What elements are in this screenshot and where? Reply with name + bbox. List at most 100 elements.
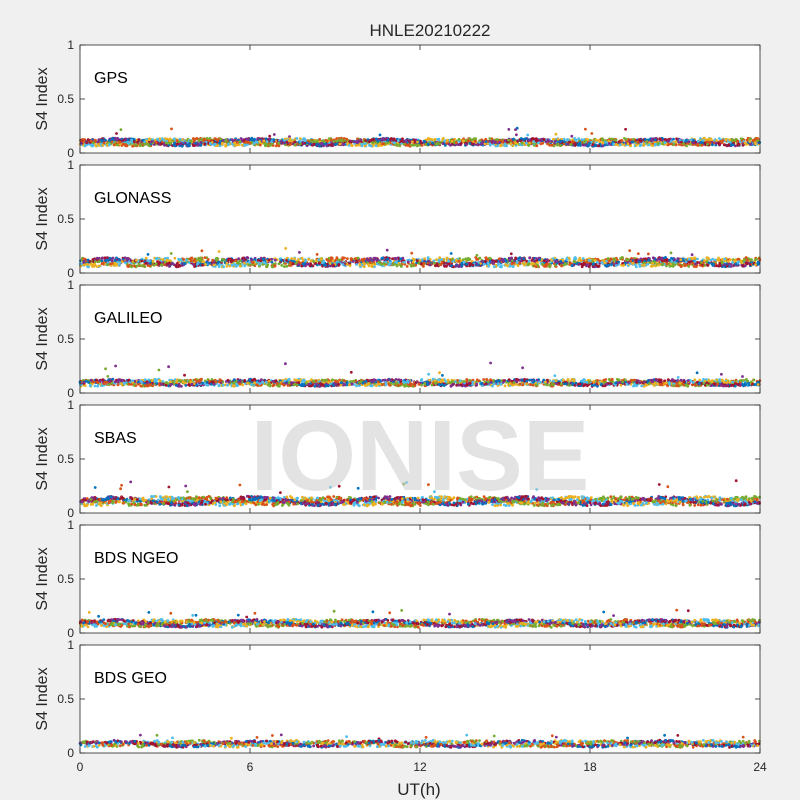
data-point bbox=[690, 253, 694, 257]
data-point bbox=[155, 256, 159, 260]
data-point bbox=[457, 137, 461, 141]
data-point bbox=[696, 139, 700, 143]
data-point bbox=[237, 257, 241, 260]
data-point bbox=[332, 264, 335, 267]
data-point bbox=[264, 137, 268, 141]
data-point bbox=[542, 138, 546, 142]
data-point bbox=[179, 258, 183, 261]
data-point bbox=[502, 260, 505, 263]
data-point bbox=[131, 144, 135, 148]
data-point bbox=[280, 259, 283, 262]
data-point bbox=[647, 143, 651, 147]
data-point bbox=[214, 137, 217, 141]
data-point bbox=[628, 144, 632, 148]
data-point bbox=[159, 143, 163, 146]
data-point bbox=[322, 263, 326, 267]
data-point bbox=[450, 264, 453, 268]
data-point bbox=[724, 138, 728, 142]
data-point bbox=[314, 259, 318, 263]
data-point bbox=[750, 258, 753, 262]
data-point bbox=[714, 141, 718, 145]
data-point bbox=[457, 259, 461, 263]
data-point bbox=[471, 263, 475, 267]
data-point bbox=[126, 258, 129, 262]
data-point bbox=[199, 256, 203, 260]
data-point bbox=[205, 137, 209, 140]
data-point bbox=[178, 142, 182, 146]
data-point bbox=[248, 141, 252, 145]
data-point bbox=[112, 143, 116, 147]
data-point bbox=[580, 265, 584, 269]
data-point bbox=[404, 139, 407, 143]
data-point bbox=[120, 260, 124, 263]
data-point bbox=[593, 258, 597, 262]
data-point bbox=[380, 262, 383, 266]
data-point bbox=[500, 265, 503, 269]
data-point bbox=[519, 137, 523, 140]
data-point bbox=[691, 261, 695, 265]
data-point bbox=[594, 263, 598, 266]
data-point bbox=[141, 138, 145, 142]
data-point bbox=[713, 258, 717, 262]
x-axis-label: UT(h) bbox=[397, 780, 440, 799]
data-point bbox=[168, 139, 172, 143]
data-point bbox=[651, 256, 655, 260]
data-point bbox=[688, 258, 691, 261]
data-point bbox=[360, 142, 363, 146]
data-point bbox=[305, 262, 309, 266]
data-point bbox=[173, 256, 177, 260]
data-point bbox=[525, 141, 528, 145]
data-point bbox=[570, 134, 574, 138]
data-point bbox=[423, 140, 427, 144]
data-point bbox=[749, 263, 752, 266]
data-point bbox=[636, 140, 640, 144]
data-point bbox=[385, 248, 389, 252]
data-point bbox=[559, 140, 562, 144]
data-point bbox=[530, 137, 534, 141]
data-point bbox=[682, 259, 686, 263]
data-point bbox=[320, 141, 324, 145]
data-point bbox=[389, 260, 393, 264]
data-point bbox=[739, 137, 743, 141]
data-point bbox=[108, 256, 112, 260]
data-point bbox=[612, 258, 616, 262]
data-point bbox=[219, 137, 223, 141]
data-point bbox=[631, 262, 635, 265]
data-point bbox=[601, 141, 605, 145]
data-point bbox=[494, 140, 497, 144]
data-point bbox=[303, 139, 307, 143]
data-point bbox=[568, 140, 571, 144]
data-point bbox=[672, 137, 675, 141]
data-point bbox=[702, 136, 706, 140]
data-point bbox=[225, 261, 229, 265]
data-point bbox=[555, 259, 558, 263]
data-point bbox=[478, 256, 482, 260]
data-point bbox=[318, 144, 321, 148]
data-point bbox=[268, 143, 272, 147]
data-point bbox=[674, 140, 678, 144]
data-point bbox=[559, 260, 563, 263]
data-point bbox=[739, 259, 743, 263]
data-point bbox=[510, 256, 513, 260]
data-point bbox=[509, 252, 513, 256]
data-point bbox=[395, 143, 398, 147]
data-point bbox=[169, 252, 173, 255]
data-point bbox=[433, 137, 437, 141]
data-point bbox=[679, 258, 683, 262]
data-point bbox=[654, 264, 657, 268]
data-point bbox=[259, 259, 263, 263]
data-point bbox=[696, 144, 700, 147]
data-point bbox=[391, 257, 394, 261]
data-point bbox=[547, 139, 551, 143]
data-point bbox=[345, 263, 349, 266]
data-point bbox=[317, 258, 321, 262]
data-point bbox=[703, 141, 707, 145]
data-point bbox=[154, 141, 158, 144]
data-point bbox=[460, 261, 464, 265]
data-point bbox=[419, 262, 423, 266]
data-point bbox=[267, 258, 271, 262]
data-point bbox=[554, 139, 557, 143]
data-point bbox=[449, 252, 453, 255]
data-point bbox=[233, 141, 237, 145]
data-point bbox=[479, 142, 483, 146]
